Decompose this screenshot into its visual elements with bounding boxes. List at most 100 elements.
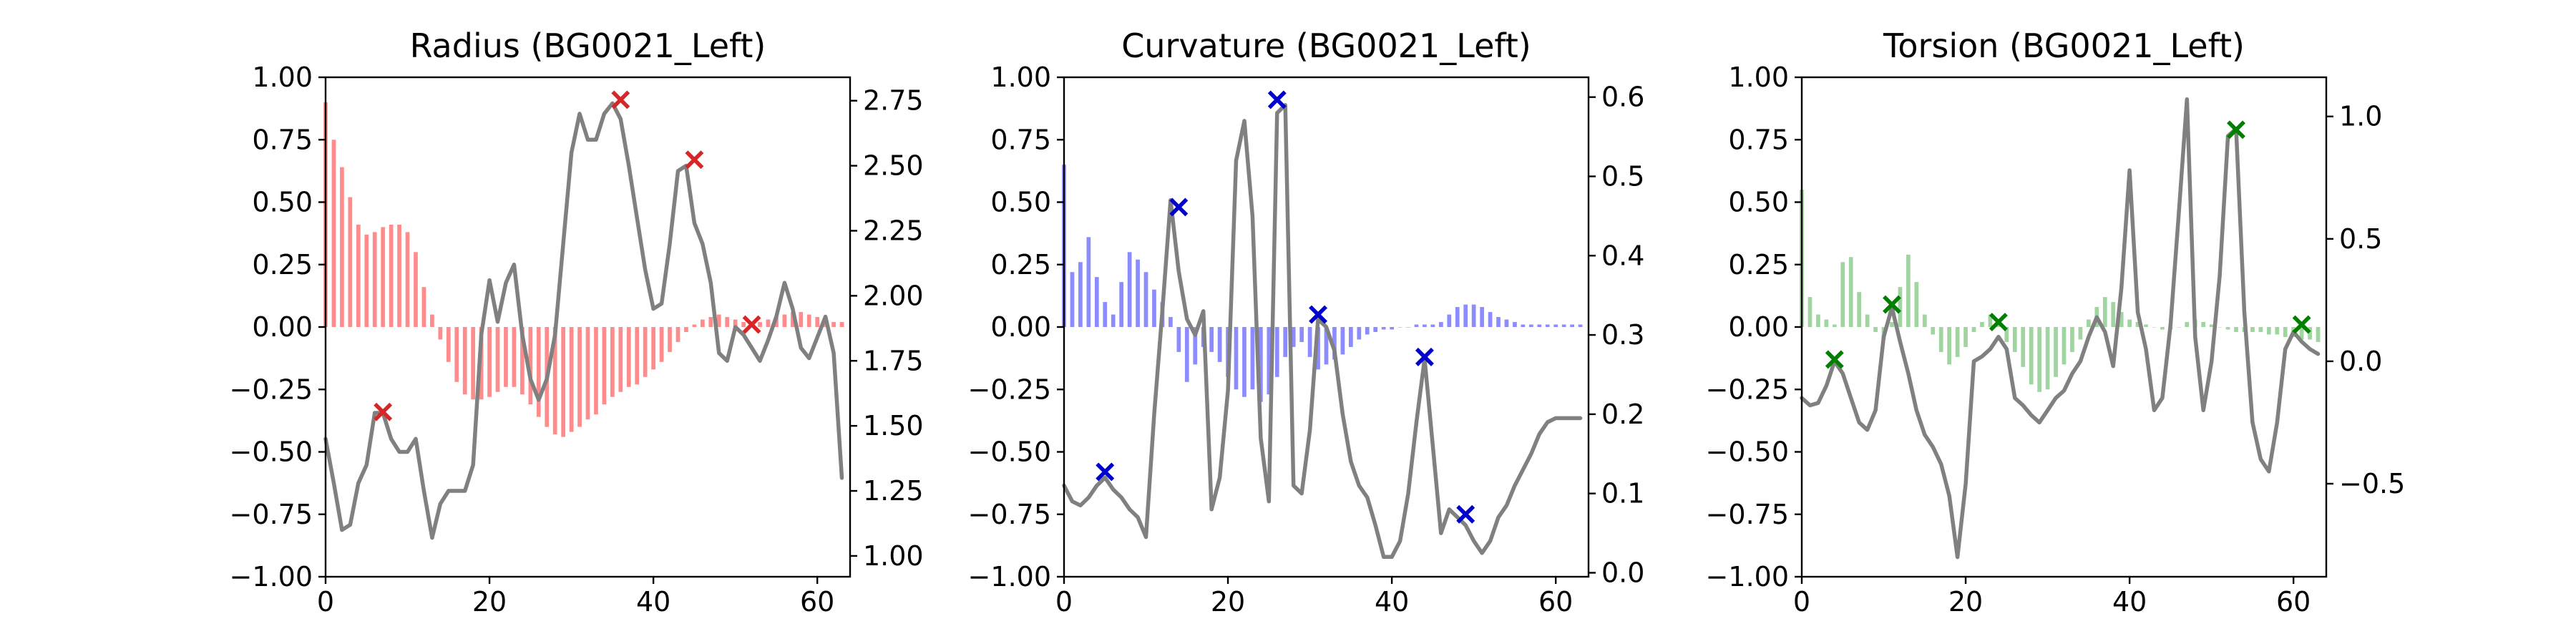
curvature-bar [1127, 252, 1132, 327]
torsion-bar [2135, 322, 2140, 327]
torsion-bar [1947, 327, 1952, 365]
curvature-bar [1324, 327, 1329, 365]
radius-bar [806, 314, 811, 327]
radius-bar [569, 327, 574, 432]
torsion-bar [2054, 327, 2058, 377]
torsion-bar [1840, 262, 1845, 327]
torsion-bar [2201, 322, 2206, 327]
curvature-bar [1307, 327, 1312, 357]
curvature-bar [1447, 314, 1452, 327]
torsion-peak-marker [2227, 120, 2245, 140]
curvature-bar [1397, 327, 1402, 328]
radius-bar [348, 197, 353, 327]
torsion-y-left-tick-label: −0.25 [1706, 374, 1789, 405]
torsion-line-series [1800, 97, 2321, 560]
radius-bar [577, 327, 582, 427]
radius-bar [758, 322, 762, 327]
curvature-bar [1291, 327, 1296, 347]
torsion-bar [1873, 327, 1878, 332]
curvature-bar [1267, 327, 1272, 395]
radius-bar [487, 327, 492, 397]
radius-bar [430, 314, 434, 327]
curvature-bar [1259, 327, 1263, 402]
radius-bar [331, 140, 336, 327]
radius-y-left-tick-label: −0.75 [230, 499, 313, 530]
curvature-peak-marker [1415, 347, 1434, 366]
radius-y-right-tick-label: 2.25 [863, 215, 924, 246]
torsion-y-left-tick-label: 0.50 [1728, 187, 1789, 218]
torsion-bar [2299, 327, 2304, 340]
radius-bar [725, 317, 730, 327]
radius-bar [839, 322, 844, 327]
curvature-bar [1480, 307, 1484, 327]
curvature-peak-marker [1456, 504, 1475, 524]
torsion-y-left-tick-label: 0.25 [1728, 249, 1789, 280]
radius-bar [716, 314, 721, 327]
radius-bar [446, 327, 451, 362]
torsion-bar [1963, 327, 1968, 347]
torsion-bar [2102, 297, 2107, 327]
torsion-bar [2234, 327, 2238, 332]
curvature-bar [1078, 262, 1083, 327]
radius-y-right-tick-label: 1.75 [863, 345, 924, 376]
curvature-bar [1463, 304, 1468, 327]
curvature-y-left-tick-label: 1.00 [990, 62, 1051, 93]
torsion-bar [2258, 327, 2263, 332]
radius-bar [733, 319, 738, 327]
torsion-bar [2037, 327, 2042, 392]
radius-bar [414, 252, 418, 327]
radius-y-right-tick-label: 2.00 [863, 280, 924, 311]
radius-bar [561, 327, 566, 437]
torsion-x-tick-label: 20 [1948, 586, 1983, 618]
torsion-bar [1931, 327, 1936, 335]
torsion-bar [1955, 327, 1960, 357]
torsion-bar [2152, 327, 2157, 328]
curvature-bar [1136, 259, 1140, 327]
curvature-y-right-tick-label: 0.2 [1601, 399, 1644, 430]
radius-bar [520, 327, 525, 395]
curvature-x-tick-label: 0 [1055, 586, 1073, 618]
curvature-bar [1545, 324, 1550, 327]
radius-panel: 0 20 40 60 −1.00 −0.75 −0.50 −0.25 0.00 0.25 0.50 0… [230, 26, 924, 618]
curvature-bar [1119, 282, 1124, 327]
curvature-bar [1111, 314, 1116, 327]
torsion-bar [2119, 312, 2124, 327]
radius-peak-marker [685, 150, 704, 170]
curvature-peak-marker [1309, 305, 1327, 324]
radius-bar [815, 317, 820, 327]
curvature-bar [1070, 272, 1075, 327]
radius-bar [438, 327, 443, 340]
curvature-y-left-tick-label: −0.25 [968, 374, 1051, 405]
curvature-bar [1242, 327, 1246, 397]
curvature-bar [1390, 327, 1394, 330]
torsion-bar [1832, 324, 1837, 327]
radius-x-tick-label: 20 [472, 586, 507, 618]
torsion-peak-marker [1989, 313, 2008, 331]
torsion-y-left-tick-label: 1.00 [1728, 62, 1789, 93]
torsion-x-tick-label: 40 [2112, 586, 2147, 618]
torsion-bar [2111, 302, 2116, 327]
curvature-bar [1094, 277, 1099, 327]
radius-bar [536, 327, 541, 417]
torsion-bar [1938, 327, 1943, 352]
radius-bar [356, 224, 361, 327]
torsion-bar [2086, 319, 2091, 327]
radius-bar [692, 324, 697, 327]
torsion-bar [2308, 327, 2312, 340]
curvature-bar [1528, 324, 1533, 327]
torsion-y-right-tick-label: 1.0 [2339, 101, 2382, 132]
curvature-bar [1234, 327, 1239, 390]
torsion-bar [2004, 327, 2009, 342]
curvature-bar [1471, 304, 1476, 327]
curvature-x-tick-label: 40 [1375, 586, 1409, 618]
radius-bar [651, 327, 655, 370]
torsion-y-right-tick-label: 0.0 [2339, 346, 2382, 377]
radius-y-left-tick-label: −0.50 [230, 436, 313, 468]
curvature-y-right-tick-label: 0.3 [1601, 319, 1644, 351]
torsion-bar [2283, 327, 2288, 337]
radius-x-tick-label: 0 [317, 586, 334, 618]
curvature-bar [1570, 324, 1574, 327]
curvature-y-left-tick-label: −0.75 [968, 499, 1051, 530]
radius-y-left-tick-label: −1.00 [230, 561, 313, 592]
torsion-bar [1922, 314, 1927, 327]
